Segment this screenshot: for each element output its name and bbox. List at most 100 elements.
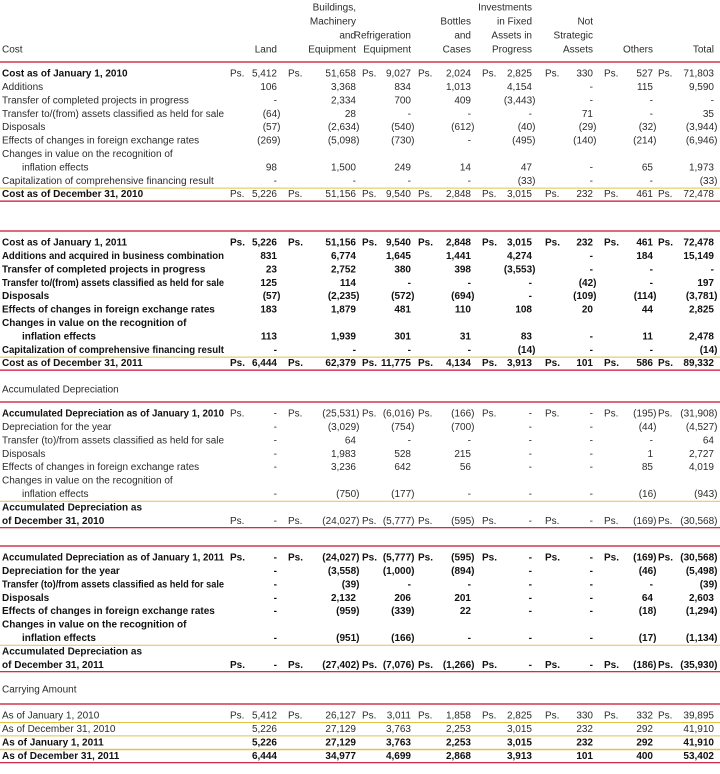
cell-value: (166): [391, 633, 414, 644]
cell-value: -: [274, 489, 277, 500]
cell-value: (18): [639, 606, 657, 617]
cell-value: 85: [642, 462, 654, 473]
currency: Ps.: [604, 69, 618, 80]
cell-value: 3,913: [507, 751, 532, 762]
cell-value: 398: [454, 264, 471, 275]
cell-value: (3,944): [686, 122, 718, 133]
cell-value: -: [590, 331, 593, 342]
currency: Ps.: [418, 711, 432, 722]
row-label: Cost as of January 1, 2011: [2, 238, 128, 249]
cell-value: -: [468, 435, 471, 446]
cell-value: (169): [633, 516, 656, 527]
cell-value: -: [590, 422, 593, 433]
cell-value: 106: [260, 82, 277, 93]
row-label: Depreciation for the year: [2, 422, 112, 433]
cell-value: 1,013: [446, 82, 471, 93]
cell-value: -: [650, 95, 653, 106]
cell-value: -: [529, 566, 532, 577]
cell-value: 56: [460, 462, 472, 473]
cell-value: 206: [394, 593, 411, 604]
cell-value: (3,781): [686, 291, 718, 302]
cell-value: 4,154: [507, 82, 532, 93]
row-label: Transfer (to)/from assets classified as …: [2, 435, 224, 446]
cell-value: -: [468, 633, 471, 644]
cell-value: -: [468, 489, 471, 500]
cell-value: (109): [573, 291, 596, 302]
cell-value: 3,763: [386, 737, 411, 748]
cell-value: (195): [633, 409, 656, 420]
currency: Ps.: [482, 189, 496, 200]
cell-value: 330: [576, 711, 593, 722]
cell-value: -: [650, 264, 653, 275]
cell-value: 114: [340, 278, 357, 289]
column-header: Strategic: [554, 31, 593, 42]
cell-value: (2,634): [328, 122, 360, 133]
cell-value: -: [529, 422, 532, 433]
cell-value: (495): [512, 136, 535, 147]
cell-value: 292: [636, 724, 653, 735]
currency: Ps.: [545, 553, 560, 564]
cell-value: (2,235): [328, 291, 360, 302]
cell-value: (959): [336, 606, 359, 617]
cell-value: 3,368: [331, 82, 356, 93]
cell-value: -: [650, 278, 653, 289]
cell-value: -: [590, 345, 593, 356]
cell-value: (700): [451, 422, 474, 433]
cell-value: 1,441: [446, 251, 471, 262]
cell-value: 39,895: [683, 711, 714, 722]
currency: Ps.: [658, 189, 672, 200]
cell-value: -: [590, 579, 593, 590]
row-label: As of January 1, 2011: [2, 737, 104, 748]
column-header: and: [454, 31, 471, 42]
cell-value: -: [274, 660, 277, 671]
currency: Ps.: [418, 660, 433, 671]
cell-value: 2,848: [446, 189, 471, 200]
row-label: Effects of changes in foreign exchange r…: [2, 606, 215, 617]
cell-value: -: [274, 462, 277, 473]
currency: Ps.: [418, 409, 432, 420]
row-label: Transfer of completed projects in progre…: [2, 264, 206, 275]
cell-value: 1,645: [386, 251, 411, 262]
cell-value: 14: [460, 162, 472, 173]
cell-value: 6,774: [331, 251, 356, 262]
row-label: Transfer to/(from) assets classified as …: [2, 278, 224, 289]
currency: Ps.: [545, 660, 560, 671]
cell-value: 44: [642, 305, 654, 316]
cell-value: 2,132: [331, 593, 356, 604]
row-label: Disposals: [2, 122, 45, 133]
cell-value: (3,558): [328, 566, 360, 577]
cell-value: 528: [394, 449, 411, 460]
cell-value: -: [274, 449, 277, 460]
cell-value: 332: [636, 711, 653, 722]
currency: Ps.: [604, 409, 618, 420]
cell-value: (44): [639, 422, 657, 433]
cell-value: 4,699: [386, 751, 411, 762]
cell-value: (33): [518, 176, 536, 187]
cell-value: (57): [263, 122, 281, 133]
row-label: Capitalization of comprehensive financin…: [2, 345, 225, 356]
currency: Ps.: [482, 69, 496, 80]
cell-value: 41,910: [683, 737, 714, 748]
cell-value: -: [468, 136, 471, 147]
currency: Ps.: [288, 358, 303, 369]
cell-value: -: [590, 633, 593, 644]
cell-value: -: [650, 435, 653, 446]
currency: Ps.: [604, 238, 619, 249]
cell-value: 2,603: [689, 593, 714, 604]
cell-value: -: [529, 660, 532, 671]
cell-value: -: [590, 566, 593, 577]
cell-value: 22: [460, 606, 472, 617]
cell-value: (572): [391, 291, 414, 302]
currency: Ps.: [230, 516, 244, 527]
cell-value: -: [468, 579, 471, 590]
cell-value: -: [408, 176, 411, 187]
cell-value: -: [274, 633, 277, 644]
cell-value: 15,149: [683, 251, 714, 262]
cell-value: -: [408, 109, 411, 120]
cell-value: 9,590: [689, 82, 714, 93]
currency: Ps.: [545, 711, 559, 722]
cell-value: (214): [633, 136, 656, 147]
currency: Ps.: [288, 409, 302, 420]
cell-value: -: [274, 553, 277, 564]
row-label: As of December 31, 2011: [2, 751, 120, 762]
